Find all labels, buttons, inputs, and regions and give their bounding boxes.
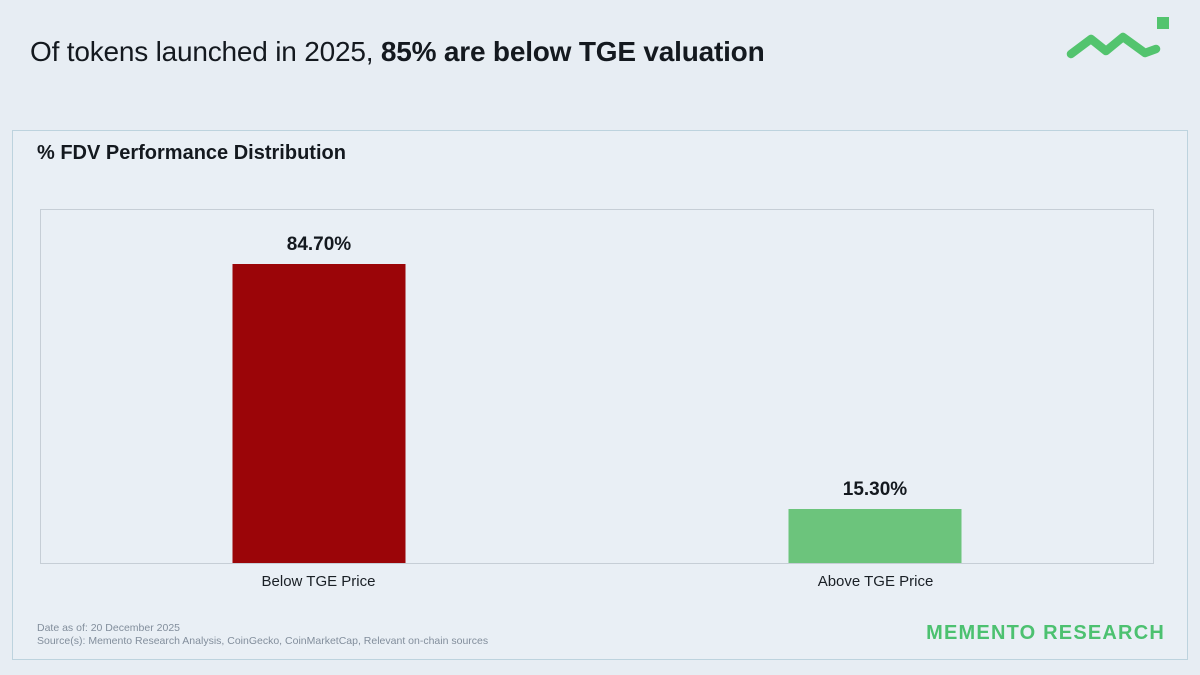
page-title-bold: 85% are below TGE valuation: [380, 36, 765, 67]
x-axis-label: Above TGE Price: [817, 573, 934, 590]
bar-group: 84.70%: [232, 210, 406, 563]
memento-logo-icon: [1066, 17, 1169, 59]
chart-card: % FDV Performance Distribution 84.70% 15.…: [12, 130, 1188, 660]
chart-title: % FDV Performance Distribution: [37, 142, 346, 164]
bar-value-label: 84.70%: [286, 234, 352, 256]
footer-date: Date as of: 20 December 2025: [37, 622, 181, 634]
x-axis: Below TGE Price Above TGE Price: [40, 564, 1154, 596]
footer-sources: Source(s): Memento Research Analysis, Co…: [37, 635, 489, 647]
page-title: Of tokens launched in 2025, 85% are belo…: [30, 36, 765, 68]
footer-meta: Date as of: 20 December 2025 Source(s): …: [37, 622, 488, 648]
plot-area: 84.70% 15.30%: [40, 209, 1154, 564]
bar-below-tge-price: [232, 264, 406, 563]
page-title-regular: Of tokens launched in 2025,: [30, 36, 381, 67]
x-axis-label: Below TGE Price: [261, 573, 376, 590]
bar-above-tge-price: [788, 509, 962, 563]
brand-wordmark: MEMENTO RESEARCH: [926, 622, 1165, 644]
bar-group: 15.30%: [788, 210, 962, 563]
bar-value-label: 15.30%: [842, 479, 908, 500]
